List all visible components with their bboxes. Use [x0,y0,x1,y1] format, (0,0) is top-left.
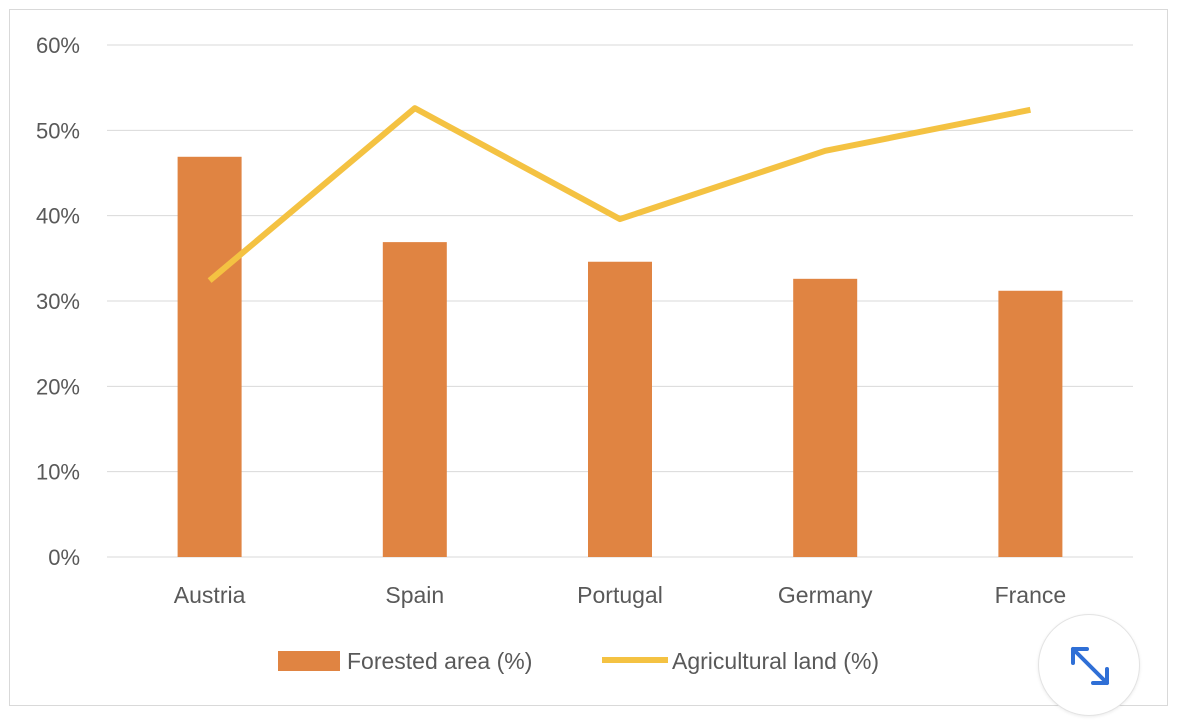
bar-forested-area [793,278,858,557]
x-tick-label: Austria [174,582,246,608]
y-tick-label: 30% [36,289,80,314]
agricultural-land-line [207,105,1031,283]
expand-diagonal-arrows-icon [1071,647,1109,685]
y-tick-label: 10% [36,460,80,485]
y-tick-label: 50% [36,118,80,143]
forested-area-bars [177,156,1063,557]
legend-swatch-forested-area [278,651,340,671]
x-axis-category-labels: Austria Spain Portugal Germany France [174,582,1066,608]
bar-forested-area [382,242,447,557]
expand-chart-button[interactable] [1038,614,1140,716]
legend: Forested area (%) Agricultural land (%) [278,648,879,674]
bar-forested-area [998,290,1063,557]
line-agricultural-land [207,105,1031,283]
bar-forested-area [177,156,242,557]
bar-forested-area [588,261,652,557]
y-tick-label: 0% [48,545,80,570]
x-tick-label: Germany [778,582,873,608]
x-tick-label: Portugal [577,582,663,608]
legend-label-agricultural-land: Agricultural land (%) [672,648,879,674]
y-tick-label: 40% [36,204,80,229]
y-tick-label: 20% [36,374,80,399]
y-axis-tick-labels: 0% 10% 20% 30% 40% 50% 60% [36,33,80,570]
y-tick-label: 60% [36,33,80,58]
x-tick-label: France [995,582,1067,608]
x-tick-label: Spain [385,582,444,608]
gridlines [107,44,1133,558]
legend-label-forested-area: Forested area (%) [347,648,532,674]
